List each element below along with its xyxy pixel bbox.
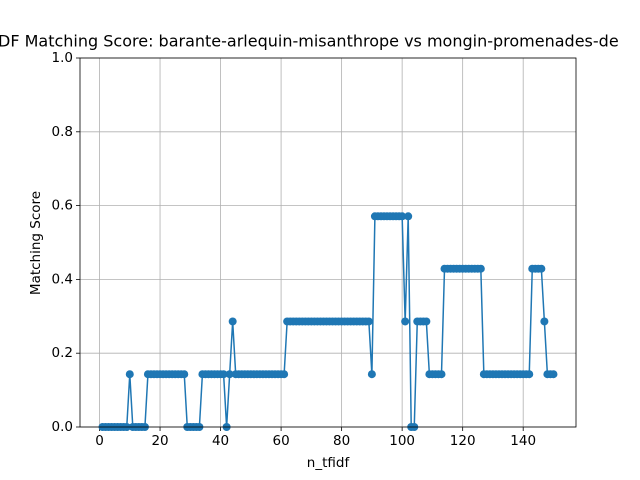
y-tick-label: 0.6 xyxy=(52,198,73,214)
data-point xyxy=(540,317,549,326)
data-point xyxy=(476,264,485,273)
data-point xyxy=(525,370,534,379)
data-point xyxy=(364,317,373,326)
x-axis-label: n_tfidf xyxy=(307,455,351,471)
x-tick-label: 60 xyxy=(272,433,289,449)
y-tick-label: 0.4 xyxy=(52,271,73,287)
chart-title: DF Matching Score: barante-arlequin-misa… xyxy=(0,32,619,51)
data-point xyxy=(537,264,546,273)
x-tick-label: 40 xyxy=(212,433,229,449)
data-point xyxy=(367,370,376,379)
data-point xyxy=(404,212,413,221)
x-tick-label: 0 xyxy=(95,433,104,449)
plot-frame xyxy=(79,57,577,428)
data-point xyxy=(398,212,407,221)
x-tick-label: 80 xyxy=(333,433,350,449)
data-point xyxy=(228,317,237,326)
x-tick-label: 140 xyxy=(510,433,536,449)
y-axis-label: Matching Score xyxy=(28,191,44,295)
data-point xyxy=(422,317,431,326)
data-point xyxy=(401,317,410,326)
x-tick-label: 20 xyxy=(151,433,168,449)
y-tick-label: 1.0 xyxy=(52,50,73,66)
data-point xyxy=(180,370,189,379)
y-tick-label: 0.8 xyxy=(52,124,73,140)
data-point xyxy=(549,370,558,379)
y-tick-label: 0.2 xyxy=(52,345,73,361)
x-tick-label: 120 xyxy=(450,433,476,449)
data-point xyxy=(125,370,134,379)
y-tick-label: 0.0 xyxy=(52,419,73,435)
x-tick-label: 100 xyxy=(389,433,415,449)
data-point xyxy=(437,370,446,379)
data-point xyxy=(219,370,228,379)
data-point xyxy=(225,370,234,379)
data-point xyxy=(280,370,289,379)
